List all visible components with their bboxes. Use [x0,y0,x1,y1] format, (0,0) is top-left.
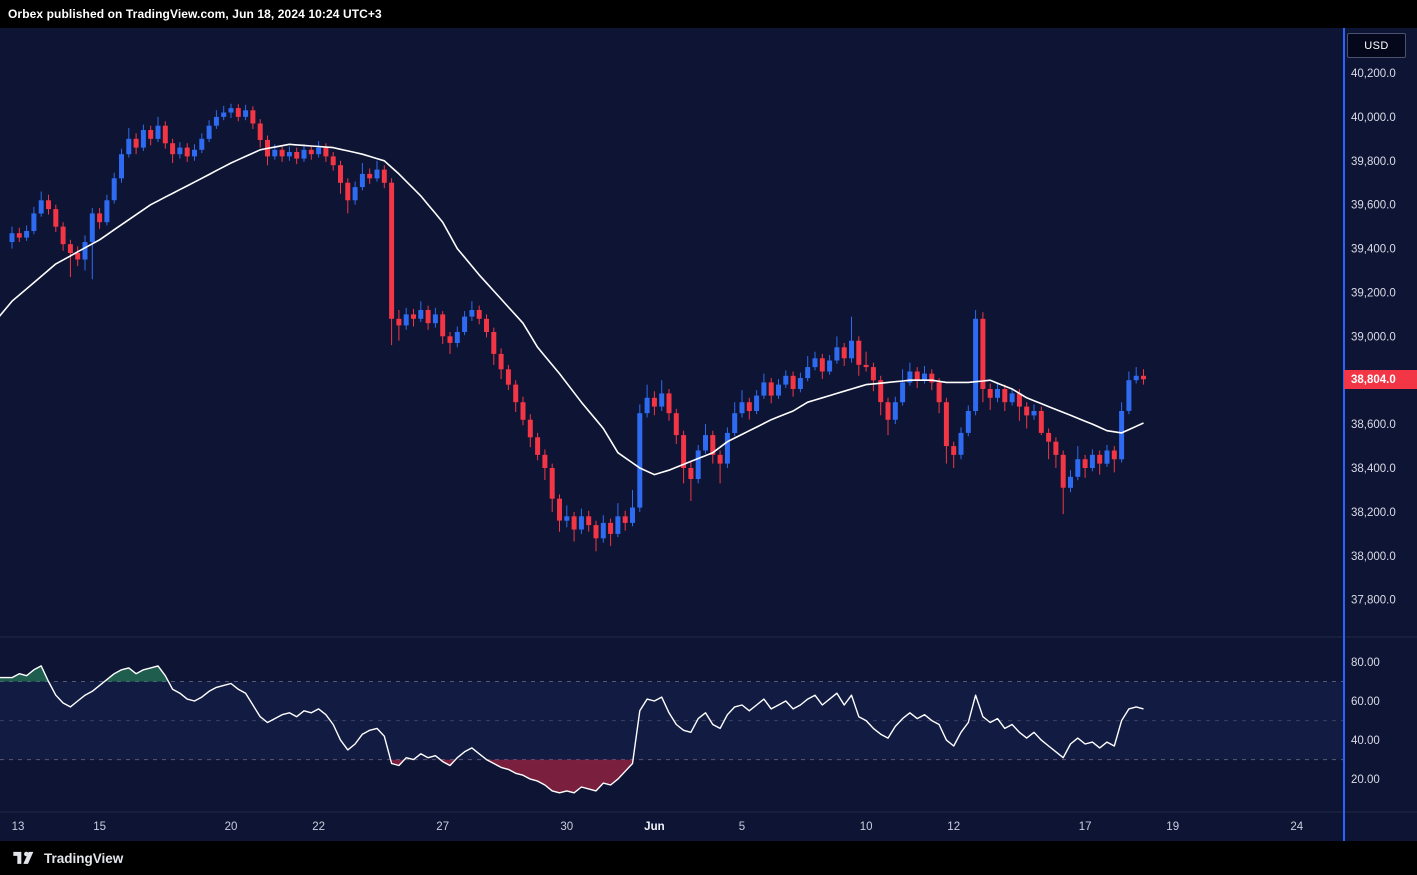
time-axis-label: 12 [947,821,960,833]
time-axis-label: 10 [860,821,873,833]
footer-bar: TradingView [0,841,1417,875]
price-axis-label: 39,400.0 [1351,244,1396,256]
price-axis-separator[interactable] [1343,28,1345,841]
rsi-axis-label: 60.00 [1351,696,1380,708]
price-axis-label: 39,800.0 [1351,156,1396,168]
tradingview-brand-link[interactable]: TradingView [44,850,124,866]
time-axis-label: 17 [1079,821,1092,833]
price-axis-label: 39,000.0 [1351,331,1396,343]
price-axis-label: 37,800.0 [1351,595,1396,607]
rsi-oversold-fill [390,759,634,793]
time-axis-label: 20 [225,821,238,833]
time-axis-label: 5 [739,821,745,833]
price-axis-label: 39,200.0 [1351,287,1396,299]
rsi-axis-label: 80.00 [1351,657,1380,669]
time-axis-label: 13 [12,821,25,833]
price-axis-label: 40,200.0 [1351,68,1396,80]
time-axis-label: Jun [644,821,664,833]
price-axis-label: 39,600.0 [1351,200,1396,212]
time-axis-label: 30 [560,821,573,833]
rsi-axis-label: 40.00 [1351,735,1380,747]
tradingview-logo-icon[interactable] [12,849,36,868]
price-axis-label: 38,000.0 [1351,551,1396,563]
rsi-band-fill [0,681,1343,760]
price-axis-label: 38,400.0 [1351,463,1396,475]
chart-background [0,28,1417,841]
currency-toggle-button[interactable]: USD [1347,33,1406,58]
attribution-text: Orbex published on TradingView.com, Jun … [8,7,382,21]
time-axis-label: 22 [312,821,325,833]
time-axis-label: 27 [436,821,449,833]
rsi-line [0,665,1144,794]
time-axis-label: 24 [1290,821,1303,833]
rsi-axis-label: 20.00 [1351,774,1380,786]
price-axis-label: 40,000.0 [1351,112,1396,124]
last-price-badge: 38,804.0 [1344,370,1417,389]
time-axis-label: 19 [1166,821,1179,833]
time-axis-label: 15 [93,821,106,833]
ma-line [0,143,1144,476]
price-axis-label: 38,600.0 [1351,419,1396,431]
price-axis-label: 38,200.0 [1351,507,1396,519]
candles-layer [9,103,1146,552]
attribution-bar: Orbex published on TradingView.com, Jun … [0,0,1417,28]
rsi-overbought-fill [0,665,1144,682]
